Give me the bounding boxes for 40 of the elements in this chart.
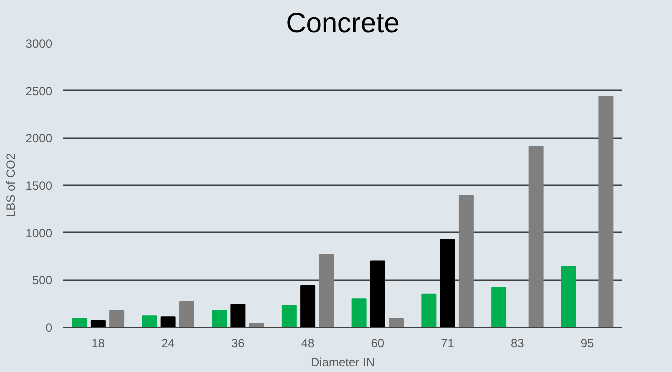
x-tick-label: 36 <box>232 336 246 350</box>
x-tick-label: 95 <box>580 336 595 350</box>
bar <box>212 310 228 328</box>
x-tick-label: 24 <box>162 336 176 350</box>
bar <box>90 320 106 328</box>
bar <box>440 238 456 328</box>
x-tick-label: 60 <box>371 336 385 350</box>
bar <box>72 318 88 328</box>
bar <box>561 266 576 328</box>
bar <box>282 305 297 328</box>
x-axis-title: Diameter IN <box>310 356 376 370</box>
y-tick-label: 2500 <box>26 84 53 98</box>
bar <box>110 310 125 328</box>
y-tick-label: 0 <box>46 321 53 335</box>
bar <box>300 285 316 328</box>
bar <box>319 254 334 328</box>
chart-title: Concrete <box>286 8 400 38</box>
bar <box>352 298 367 328</box>
bar <box>422 294 437 328</box>
y-tick-label: 500 <box>32 274 53 288</box>
bar <box>389 318 404 328</box>
x-tick-label: 83 <box>511 336 525 350</box>
x-tick-label: 18 <box>92 336 106 350</box>
y-tick-label: 1500 <box>26 179 53 193</box>
bar <box>370 260 386 328</box>
y-tick-label: 3000 <box>26 37 53 51</box>
bar <box>230 304 246 328</box>
bar <box>249 323 264 328</box>
bar <box>160 316 176 328</box>
bar <box>179 301 194 328</box>
y-tick-label: 2000 <box>26 132 53 146</box>
y-axis-title: LBS of CO2 <box>4 153 18 218</box>
bar <box>528 146 544 328</box>
y-tick-label: 1000 <box>26 226 53 240</box>
bar <box>142 316 158 328</box>
x-tick-label: 48 <box>301 336 316 350</box>
bar <box>492 287 507 328</box>
bar <box>458 195 474 328</box>
x-tick-label: 71 <box>441 336 455 350</box>
bar <box>598 96 614 328</box>
